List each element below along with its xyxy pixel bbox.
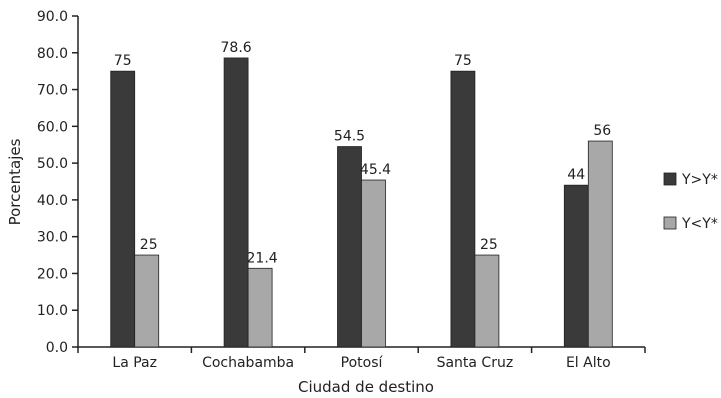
data-labels: 75 25 78.6 21.4 54.5 45.4 75 25 44 56 [114, 40, 612, 266]
y-tick-label: 10.0 [37, 303, 68, 319]
y-tick-label: 30.0 [37, 230, 68, 246]
x-tick-label: La Paz [112, 355, 157, 371]
bar-series-2 [587, 140, 613, 348]
legend: Y>Y* Y<Y* [663, 172, 718, 232]
data-label: 21.4 [247, 250, 278, 266]
bars [110, 57, 613, 348]
y-tick-label: 90.0 [37, 9, 68, 25]
bar-series-1 [223, 57, 249, 348]
bar-series-2 [247, 267, 273, 348]
bar-series-2 [134, 254, 160, 348]
y-tick-label: 0.0 [46, 340, 68, 356]
data-label: 25 [140, 237, 158, 253]
y-axis: 0.0 10.0 20.0 30.0 40.0 50.0 60.0 70.0 80.0 90.0 [37, 9, 79, 356]
data-label: 56 [593, 123, 611, 139]
bar-series-1 [337, 146, 362, 348]
y-tick-label: 20.0 [37, 266, 68, 282]
bar-series-1 [110, 70, 136, 348]
x-tick-label: El Alto [566, 355, 611, 371]
legend-label: Y>Y* [681, 172, 718, 188]
x-tick-label: Potosí [341, 355, 384, 371]
y-tick-label: 40.0 [37, 193, 68, 209]
data-label: 25 [480, 237, 498, 253]
x-axis-title: Ciudad de destino [298, 378, 434, 396]
y-tick-label: 50.0 [37, 156, 68, 172]
bar-series-1 [563, 184, 589, 348]
bar-series-2 [361, 179, 386, 348]
legend-swatch [663, 216, 677, 230]
data-label: 75 [454, 53, 472, 69]
data-label: 78.6 [221, 40, 252, 56]
data-label: 45.4 [360, 162, 391, 178]
bar-series-1 [450, 70, 476, 348]
legend-swatch [663, 172, 677, 186]
legend-label: Y<Y* [681, 216, 718, 232]
data-label: 44 [567, 167, 585, 183]
y-axis-title: Porcentajes [6, 138, 24, 225]
data-label: 75 [114, 53, 132, 69]
bar-series-2 [474, 254, 500, 348]
x-tick-label: Cochabamba [202, 355, 294, 371]
data-label: 54.5 [334, 129, 365, 145]
x-tick-label: Santa Cruz [437, 355, 514, 371]
x-axis: La Paz Cochabamba Potosí Santa Cruz El Alto [77, 346, 646, 371]
y-tick-label: 70.0 [37, 83, 68, 99]
y-tick-label: 60.0 [37, 119, 68, 135]
y-tick-label: 80.0 [37, 46, 68, 62]
